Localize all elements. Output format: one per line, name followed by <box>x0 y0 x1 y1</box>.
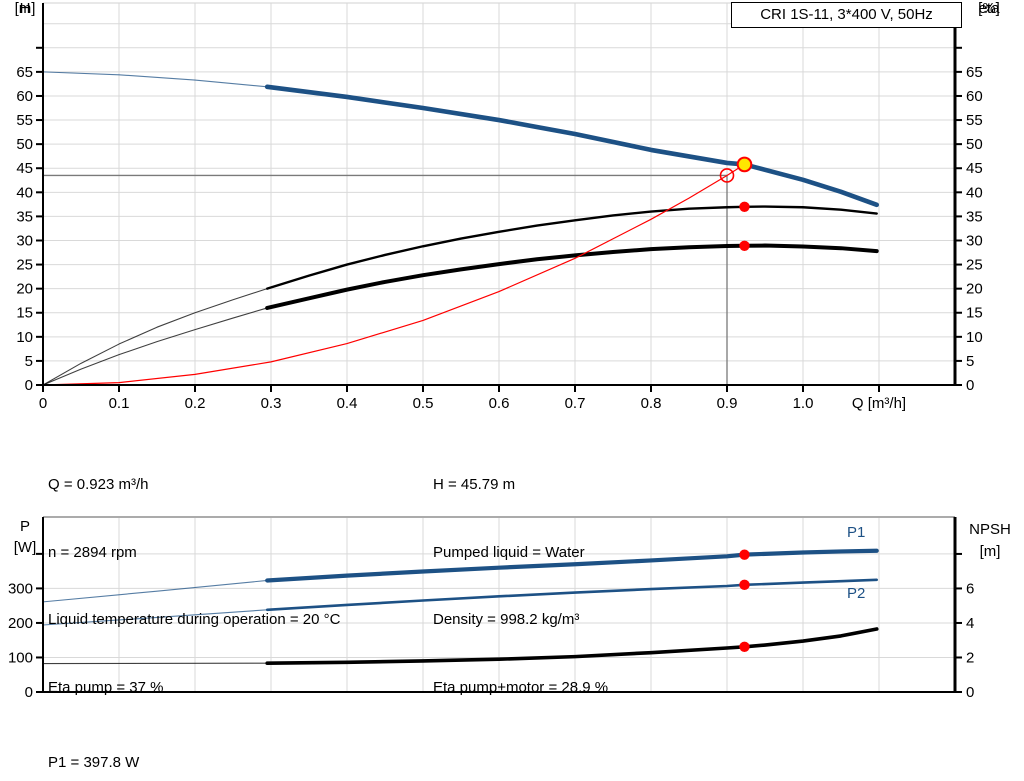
tick-label-right: 35 <box>966 208 983 225</box>
eta-pump-curve-thin[interactable] <box>42 288 268 386</box>
tick-label-right: 2 <box>966 649 974 666</box>
grid <box>43 516 955 692</box>
tick-label-right: 0 <box>966 377 974 394</box>
tick-label-left: 20 <box>16 281 33 298</box>
tick-label-bottom: 0.4 <box>337 395 358 412</box>
tick-label-bottom: 0.1 <box>109 395 130 412</box>
p-axis-unit: [W] <box>13 539 37 556</box>
chart-power-npsh: P1 P2 0 100 200 300 0 2 4 6 <box>8 516 974 701</box>
tick-label-left: 200 <box>8 615 33 632</box>
tick-label-right: 55 <box>966 112 983 129</box>
p2-curve-label: P2 <box>847 585 865 602</box>
p1-point[interactable] <box>739 549 750 560</box>
tick-label-right: 40 <box>966 184 983 201</box>
chart-head-eta: 0 5 10 15 20 25 30 35 40 45 50 55 60 65 0 5 10 15 20 25 30 35… <box>16 2 983 412</box>
operating-data-left: Q = 0.923 m³/h n = 2894 rpm Liquid tempe… <box>48 429 340 744</box>
npsh-axis-label: NPSH <box>969 521 1011 538</box>
tick-label-left: 15 <box>16 305 33 322</box>
pump-title-box: CRI 1S-11, 3*400 V, 50Hz <box>731 2 962 28</box>
operating-point[interactable] <box>736 156 753 173</box>
tick-label-left: 100 <box>8 649 33 666</box>
npsh-point[interactable] <box>739 641 750 652</box>
tick-label-bottom: 1.0 <box>793 395 814 412</box>
eta-pump-value: Eta pump = 37 % <box>48 678 164 696</box>
liquid-temp-value: Liquid temperature during operation = 20… <box>48 611 341 628</box>
p2-curve[interactable] <box>265 578 879 612</box>
tick-label-right: 5 <box>966 353 974 370</box>
tick-label-left: 0 <box>25 684 33 701</box>
head-curve-thin[interactable] <box>42 71 268 88</box>
speed-value: n = 2894 rpm <box>48 543 137 561</box>
tick-label-left: 60 <box>16 88 33 105</box>
tick-label-right: 45 <box>966 160 983 177</box>
npsh-axis-unit: [m] <box>979 543 1001 560</box>
head-curve[interactable] <box>264 84 880 208</box>
p1-curve-thin[interactable] <box>42 579 268 603</box>
tick-label-bottom: 0.2 <box>185 395 206 412</box>
eta-pump-curve[interactable] <box>266 205 878 290</box>
tick-label-bottom: 0.8 <box>641 395 662 412</box>
tick-label-left: 10 <box>16 329 33 346</box>
axes: 0 5 10 15 20 25 30 35 40 45 50 55 60 65 0 5 10 15 20 25 30 35… <box>16 3 983 412</box>
p-axis-label: P <box>19 518 30 535</box>
eta-pump-motor-point[interactable] <box>739 240 750 251</box>
tick-label-left: 50 <box>16 136 33 153</box>
system-curve-thin[interactable] <box>42 163 745 386</box>
tick-label-bottom: 0.3 <box>261 395 282 412</box>
tick-label-left: 0 <box>25 377 33 394</box>
tick-label-bottom: 0.7 <box>565 395 586 412</box>
tick-label-right: 30 <box>966 232 983 249</box>
tick-label-left: 55 <box>16 112 33 129</box>
tick-label-left: 65 <box>16 64 33 81</box>
density-value: Density = 998.2 kg/m³ <box>433 611 580 628</box>
tick-label-right: 50 <box>966 136 983 153</box>
p1-curve[interactable] <box>265 548 879 583</box>
tick-label-left: 25 <box>16 257 33 274</box>
eta-pump-motor-curve-thin[interactable] <box>42 307 268 386</box>
tick-label-bottom: 0 <box>39 395 47 412</box>
tick-label-left: 45 <box>16 160 33 177</box>
tick-label-right: 4 <box>966 615 974 632</box>
grid <box>43 2 955 385</box>
axes: 0 100 200 300 0 2 4 6 <box>8 517 974 701</box>
tick-label-left: 300 <box>8 580 33 597</box>
pumped-liquid-value: Pumped liquid = Water <box>433 543 585 561</box>
tick-label-right: 60 <box>966 88 983 105</box>
x-axis-title: Q [m³/h] <box>852 395 906 412</box>
pump-title: CRI 1S-11, 3*400 V, 50Hz <box>760 6 933 23</box>
tick-label-right: 25 <box>966 257 983 274</box>
tick-label-right: 15 <box>966 305 983 322</box>
p2-point[interactable] <box>739 579 750 591</box>
tick-label-left: 5 <box>25 353 33 370</box>
tick-label-left: 35 <box>16 208 33 225</box>
tick-label-left: 30 <box>16 232 33 249</box>
tick-label-right: 0 <box>966 684 974 701</box>
p2-curve-thin[interactable] <box>42 609 268 626</box>
eta-axis-label: eta <box>978 0 1000 17</box>
tick-label-left: 40 <box>16 184 33 201</box>
eta-pump-motor-value: Eta pump+motor = 28.9 % <box>433 678 609 696</box>
eta-axis-unit: [%] <box>978 0 1000 17</box>
h-axis-label: H <box>19 0 31 17</box>
tick-label-bottom: 0.6 <box>489 395 510 412</box>
tick-label-right: 6 <box>966 580 974 597</box>
p1-value: P1 = 397.8 W <box>48 754 140 771</box>
h-axis-unit: [m] <box>14 0 36 17</box>
eta-pump-motor-curve[interactable] <box>265 243 879 310</box>
tick-label-bottom: 0.5 <box>413 395 434 412</box>
tick-label-right: 10 <box>966 329 983 346</box>
duty-point[interactable] <box>719 168 735 183</box>
power-npsh-results: P1 = 397.8 W P2 = 310.3 W NPSH = 2.62 m <box>48 705 153 781</box>
npsh-curve[interactable] <box>265 627 879 665</box>
eta-pump-point[interactable] <box>739 201 750 212</box>
operating-data-right: H = 45.79 m Pumped liquid = Water Densit… <box>433 429 608 744</box>
head-value: H = 45.79 m <box>433 476 516 493</box>
tick-label-right: 65 <box>966 64 983 81</box>
tick-label-bottom: 0.9 <box>717 395 738 412</box>
flow-value: Q = 0.923 m³/h <box>48 476 149 493</box>
tick-label-right: 20 <box>966 281 983 298</box>
p1-curve-label: P1 <box>847 524 865 541</box>
